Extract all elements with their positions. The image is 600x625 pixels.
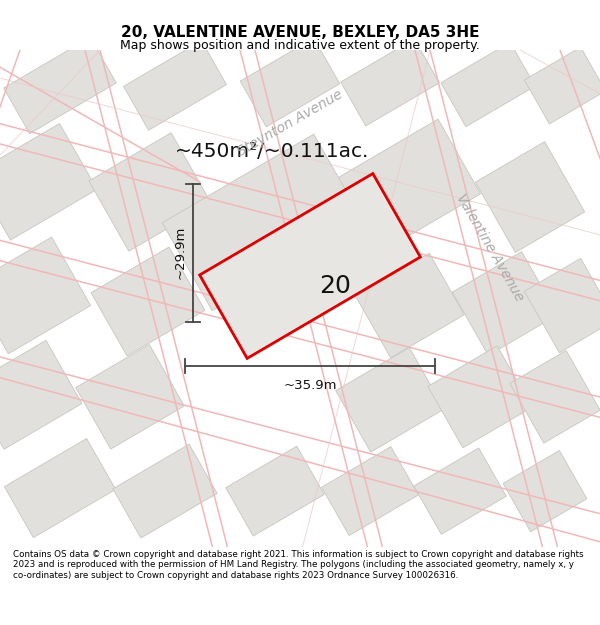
Text: ~450m²/~0.111ac.: ~450m²/~0.111ac. <box>175 142 370 161</box>
Polygon shape <box>4 38 116 134</box>
Polygon shape <box>441 42 535 127</box>
Polygon shape <box>475 142 584 252</box>
Polygon shape <box>335 348 445 452</box>
Text: Map shows position and indicative extent of the property.: Map shows position and indicative extent… <box>120 39 480 52</box>
Polygon shape <box>4 439 116 538</box>
Polygon shape <box>503 451 587 532</box>
Polygon shape <box>240 38 340 127</box>
Text: Valentine Avenue: Valentine Avenue <box>454 192 526 304</box>
Polygon shape <box>428 346 532 448</box>
Polygon shape <box>356 253 464 358</box>
Polygon shape <box>510 351 600 443</box>
Text: Steynton Avenue: Steynton Avenue <box>235 87 345 159</box>
Text: 20: 20 <box>319 274 351 298</box>
Polygon shape <box>124 41 226 130</box>
Polygon shape <box>322 447 418 536</box>
Text: 20, VALENTINE AVENUE, BEXLEY, DA5 3HE: 20, VALENTINE AVENUE, BEXLEY, DA5 3HE <box>121 25 479 40</box>
Polygon shape <box>0 124 97 240</box>
Polygon shape <box>76 344 184 449</box>
Polygon shape <box>91 247 205 356</box>
Polygon shape <box>414 448 506 534</box>
Polygon shape <box>0 237 91 354</box>
Polygon shape <box>452 252 557 356</box>
Polygon shape <box>341 39 439 126</box>
Polygon shape <box>524 47 600 124</box>
Polygon shape <box>113 444 217 538</box>
Polygon shape <box>162 134 364 311</box>
Polygon shape <box>0 341 82 449</box>
Polygon shape <box>89 132 211 251</box>
Polygon shape <box>200 174 421 358</box>
Polygon shape <box>524 258 600 352</box>
Text: ~35.9m: ~35.9m <box>283 379 337 391</box>
Polygon shape <box>299 119 481 275</box>
Text: Contains OS data © Crown copyright and database right 2021. This information is : Contains OS data © Crown copyright and d… <box>13 550 584 580</box>
Text: ~29.9m: ~29.9m <box>174 226 187 279</box>
Polygon shape <box>226 446 324 536</box>
